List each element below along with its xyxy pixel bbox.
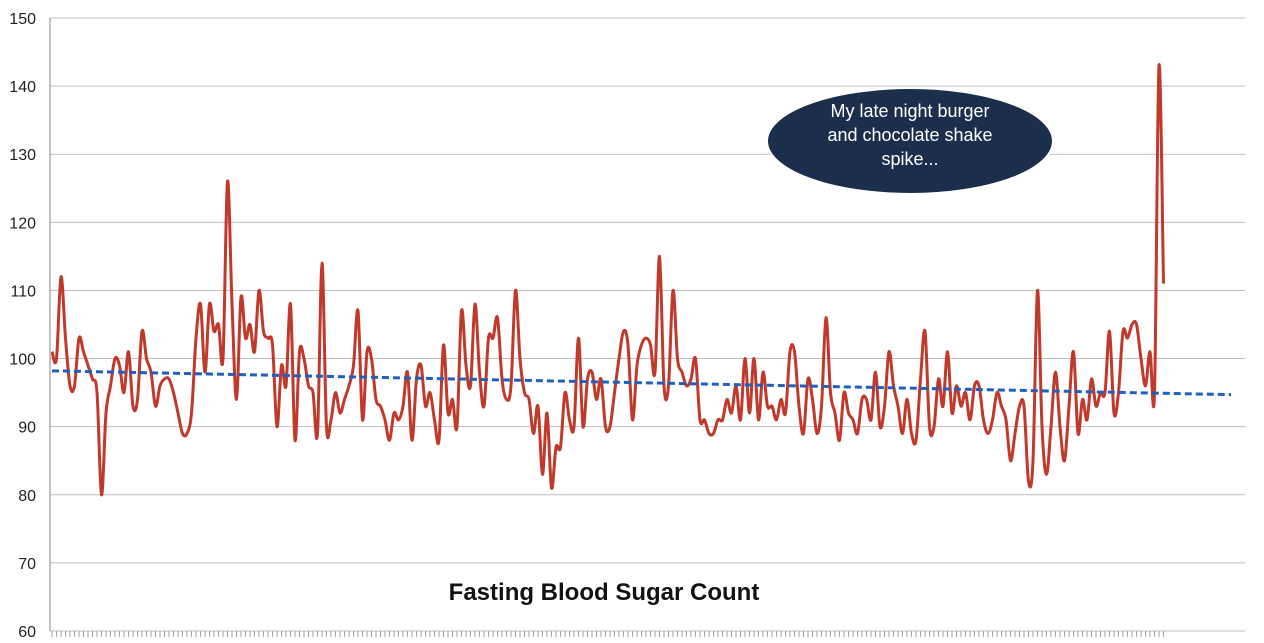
y-axis-tick-labels: 60 70 80 90 100 110 120 130 140 150 <box>9 11 36 641</box>
y-tick-label-110: 110 <box>10 283 36 300</box>
gridlines <box>50 17 1245 632</box>
y-tick-label-80: 80 <box>18 488 36 505</box>
y-tick-label-90: 90 <box>18 420 36 437</box>
callout-bubble <box>766 87 1054 195</box>
series-line-blood-sugar <box>50 63 1165 497</box>
y-tick-label-140: 140 <box>9 79 36 96</box>
y-tick-label-130: 130 <box>9 147 36 164</box>
callout-line-2: and chocolate shake <box>827 125 992 145</box>
y-tick-label-60: 60 <box>18 624 36 641</box>
callout-line-1: My late night burger <box>830 101 989 121</box>
chart-title: Fasting Blood Sugar Count <box>449 579 760 606</box>
y-tick-label-70: 70 <box>18 556 36 573</box>
x-axis <box>49 18 1164 637</box>
callout-line-3: spike... <box>881 149 938 169</box>
y-tick-label-100: 100 <box>9 352 36 369</box>
series-group <box>50 63 1232 497</box>
y-tick-label-150: 150 <box>9 11 36 28</box>
annotation-callout: My late night burger and chocolate shake… <box>766 87 1054 195</box>
y-tick-label-120: 120 <box>9 215 36 232</box>
trendline <box>51 369 1232 397</box>
